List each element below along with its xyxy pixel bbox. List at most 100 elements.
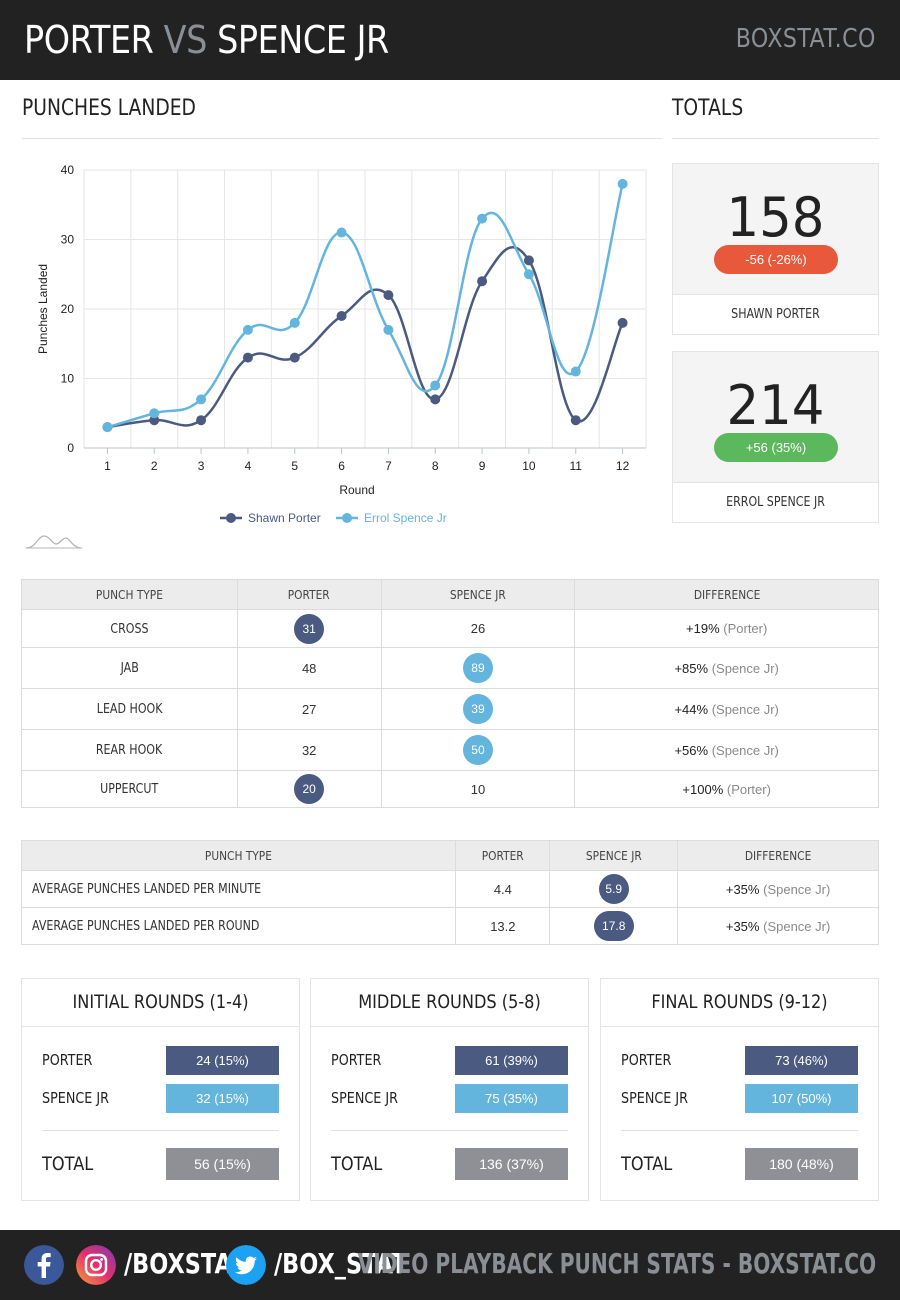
- fighter-2-name: SPENCE JR: [217, 18, 389, 62]
- column-header: SPENCE JR: [380, 579, 576, 610]
- y-tick-label: 30: [61, 233, 75, 247]
- spence-label: SPENCE JR: [621, 1089, 689, 1107]
- fighter-name: SHAWN PORTER: [731, 307, 820, 322]
- total-value: 158: [726, 186, 825, 249]
- x-tick-label: 3: [198, 459, 205, 473]
- spence-value-badge: 89: [462, 653, 493, 683]
- table-row: AVERAGE PUNCHES LANDED PER MINUTE 4.4 5.…: [20, 870, 879, 908]
- total-bar: 180 (48%): [745, 1148, 858, 1180]
- spence-value: 10: [470, 781, 486, 797]
- porter-bar: 24 (15%): [166, 1046, 279, 1075]
- y-tick-label: 0: [67, 441, 74, 455]
- x-tick-label: 11: [570, 459, 583, 473]
- column-header: PUNCH TYPE: [21, 579, 238, 610]
- fight-title: PORTER VS SPENCE JR: [24, 18, 389, 62]
- spence-label: SPENCE JR: [42, 1089, 110, 1107]
- data-point-porter: [149, 415, 160, 426]
- total-change-badge: +56 (35%): [714, 433, 838, 462]
- brand-link[interactable]: BOXSTAT.CO: [735, 24, 876, 54]
- column-header: PORTER: [455, 840, 551, 871]
- spence-value-badge: 50: [462, 735, 493, 765]
- porter-bar: 61 (39%): [455, 1046, 568, 1075]
- porter-bar: 73 (46%): [745, 1046, 858, 1075]
- spence-bar: 107 (50%): [745, 1084, 858, 1113]
- footer-bar: /BOXSTAT /BOX_STAT VIDEO PLAYBACK PUNCH …: [0, 1230, 900, 1300]
- column-header: PORTER: [236, 579, 382, 610]
- total-label: TOTAL: [621, 1153, 673, 1175]
- fighter-1-name: PORTER: [24, 18, 154, 62]
- data-point-spence: [383, 324, 394, 335]
- sparkline-logo: [25, 535, 83, 549]
- data-point-spence: [336, 227, 347, 238]
- data-point-spence: [430, 380, 441, 391]
- section-divider: [22, 138, 662, 139]
- data-point-porter: [523, 255, 534, 266]
- x-tick-label: 7: [385, 459, 392, 473]
- round-card-final: FINAL ROUNDS (9-12) PORTER 73 (46%) SPEN…: [600, 978, 879, 1201]
- difference-cell: +100% (Porter): [574, 770, 879, 808]
- spence-value-badge: 17.8: [593, 911, 634, 941]
- footer-tagline[interactable]: VIDEO PLAYBACK PUNCH STATS - BOXSTAT.CO: [357, 1247, 876, 1280]
- total-value: 214: [726, 374, 825, 437]
- header-bar: PORTER VS SPENCE JR BOXSTAT.CO: [0, 0, 900, 80]
- facebook-icon[interactable]: [24, 1245, 64, 1285]
- y-tick-label: 40: [61, 163, 75, 177]
- data-point-porter: [336, 310, 347, 321]
- data-point-porter: [383, 290, 394, 301]
- x-tick-label: 1: [104, 459, 111, 473]
- x-tick-label: 12: [616, 459, 630, 473]
- total-bar: 56 (15%): [166, 1148, 279, 1180]
- total-label: TOTAL: [331, 1153, 383, 1175]
- twitter-handle[interactable]: /BOX_STAT: [274, 1247, 407, 1280]
- data-point-spence: [102, 422, 113, 433]
- legend-swatch-marker: [342, 513, 352, 523]
- y-tick-label: 20: [61, 302, 75, 316]
- total-label: TOTAL: [42, 1153, 94, 1175]
- table-row: AVERAGE PUNCHES LANDED PER ROUND 13.2 17…: [20, 907, 879, 945]
- stat-label: AVERAGE PUNCHES LANDED PER MINUTE: [32, 882, 262, 897]
- x-tick-label: 5: [291, 459, 298, 473]
- column-header: DIFFERENCE: [574, 579, 879, 610]
- table-row: CROSS 31 26 +19% (Porter): [21, 609, 879, 648]
- x-tick-label: 2: [151, 459, 158, 473]
- column-header: SPENCE JR: [549, 840, 679, 871]
- punch-type: REAR HOOK: [96, 743, 163, 758]
- x-axis-title: Round: [339, 483, 374, 497]
- column-header: DIFFERENCE: [677, 840, 879, 871]
- total-change-badge: -56 (-26%): [714, 245, 838, 274]
- data-point-porter: [477, 276, 488, 287]
- porter-label: PORTER: [331, 1051, 382, 1069]
- porter-value: 4.4: [493, 881, 512, 897]
- column-header: PUNCH TYPE: [20, 840, 457, 871]
- twitter-icon[interactable]: [226, 1245, 266, 1285]
- legend-swatch-marker: [226, 513, 236, 523]
- table-row: JAB 48 89 +85% (Spence Jr): [21, 647, 879, 689]
- porter-value: 48: [301, 660, 317, 676]
- data-point-spence: [242, 324, 253, 335]
- porter-value: 27: [301, 701, 317, 717]
- data-point-spence: [570, 366, 581, 377]
- vs-label: VS: [163, 18, 208, 62]
- spence-label: SPENCE JR: [331, 1089, 399, 1107]
- punch-type: JAB: [120, 661, 139, 676]
- spence-bar: 32 (15%): [166, 1084, 279, 1113]
- section-divider: [672, 138, 879, 139]
- data-point-porter: [430, 394, 441, 405]
- porter-value: 32: [301, 742, 317, 758]
- porter-value-badge: 31: [294, 613, 325, 644]
- x-tick-label: 6: [338, 459, 345, 473]
- data-point-porter: [617, 317, 628, 328]
- stat-label: AVERAGE PUNCHES LANDED PER ROUND: [32, 919, 260, 934]
- porter-value-badge: 20: [294, 774, 325, 804]
- averages-table: PUNCH TYPE PORTER SPENCE JR DIFFERENCE A…: [20, 840, 879, 945]
- data-point-spence: [477, 213, 488, 224]
- punch-type: CROSS: [110, 621, 149, 637]
- difference-cell: +85% (Spence Jr): [574, 647, 879, 689]
- spence-value-badge: 5.9: [598, 874, 629, 904]
- facebook-instagram-handle[interactable]: /BOXSTAT: [124, 1247, 246, 1280]
- data-point-porter: [570, 415, 581, 426]
- x-tick-label: 9: [479, 459, 486, 473]
- porter-value: 13.2: [490, 918, 516, 934]
- instagram-icon[interactable]: [76, 1245, 116, 1285]
